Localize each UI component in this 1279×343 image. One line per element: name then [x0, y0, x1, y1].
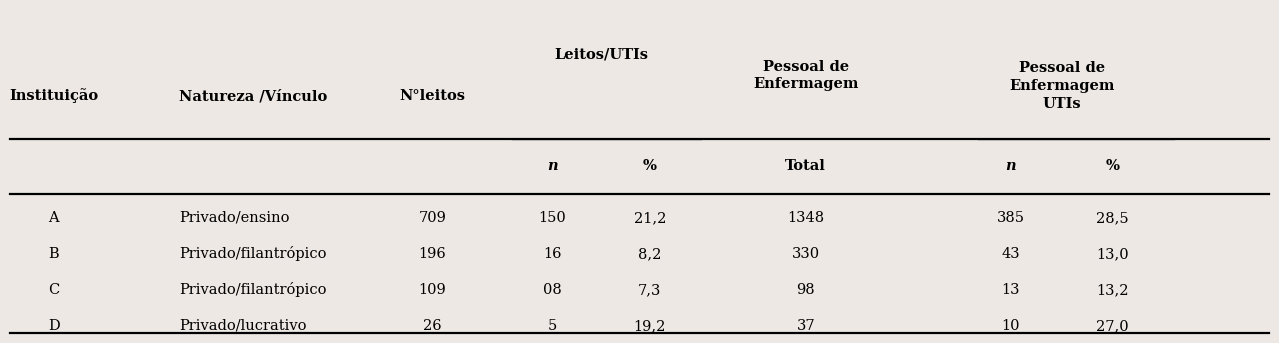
Text: 21,2: 21,2	[633, 211, 666, 225]
Text: 10: 10	[1001, 319, 1019, 333]
Text: 26: 26	[423, 319, 441, 333]
Text: Instituição: Instituição	[9, 88, 98, 104]
Text: 13,2: 13,2	[1096, 283, 1129, 297]
Text: %: %	[643, 159, 656, 173]
Text: Privado/filantrópico: Privado/filantrópico	[179, 282, 326, 297]
Text: 27,0: 27,0	[1096, 319, 1129, 333]
Text: 385: 385	[996, 211, 1024, 225]
Text: n: n	[547, 159, 558, 173]
Text: 43: 43	[1001, 247, 1019, 261]
Text: %: %	[1106, 159, 1119, 173]
Text: Privado/ensino: Privado/ensino	[179, 211, 289, 225]
Text: 13,0: 13,0	[1096, 247, 1129, 261]
Text: A: A	[49, 211, 59, 225]
Text: 28,5: 28,5	[1096, 211, 1129, 225]
Text: Leitos/UTIs: Leitos/UTIs	[554, 48, 648, 62]
Text: Total: Total	[785, 159, 826, 173]
Text: 16: 16	[544, 247, 561, 261]
Text: D: D	[47, 319, 60, 333]
Text: 196: 196	[418, 247, 446, 261]
Text: n: n	[1005, 159, 1016, 173]
Text: 37: 37	[797, 319, 815, 333]
Text: Pessoal de
Enfermagem
UTIs: Pessoal de Enfermagem UTIs	[1009, 61, 1114, 110]
Text: 709: 709	[418, 211, 446, 225]
Text: Natureza /Vínculo: Natureza /Vínculo	[179, 89, 327, 103]
Text: 330: 330	[792, 247, 820, 261]
Text: 13: 13	[1001, 283, 1019, 297]
Text: 98: 98	[797, 283, 815, 297]
Text: Privado/lucrativo: Privado/lucrativo	[179, 319, 307, 333]
Text: 08: 08	[544, 283, 561, 297]
Text: Pessoal de
Enfermagem: Pessoal de Enfermagem	[753, 60, 858, 91]
Text: B: B	[49, 247, 59, 261]
Text: 109: 109	[418, 283, 446, 297]
Text: N°leitos: N°leitos	[399, 89, 466, 103]
Text: 150: 150	[538, 211, 567, 225]
Text: 1348: 1348	[787, 211, 825, 225]
Text: C: C	[49, 283, 59, 297]
Text: 7,3: 7,3	[638, 283, 661, 297]
Text: Privado/filantrópico: Privado/filantrópico	[179, 246, 326, 261]
Text: 19,2: 19,2	[633, 319, 666, 333]
Text: 8,2: 8,2	[638, 247, 661, 261]
Text: 5: 5	[547, 319, 558, 333]
